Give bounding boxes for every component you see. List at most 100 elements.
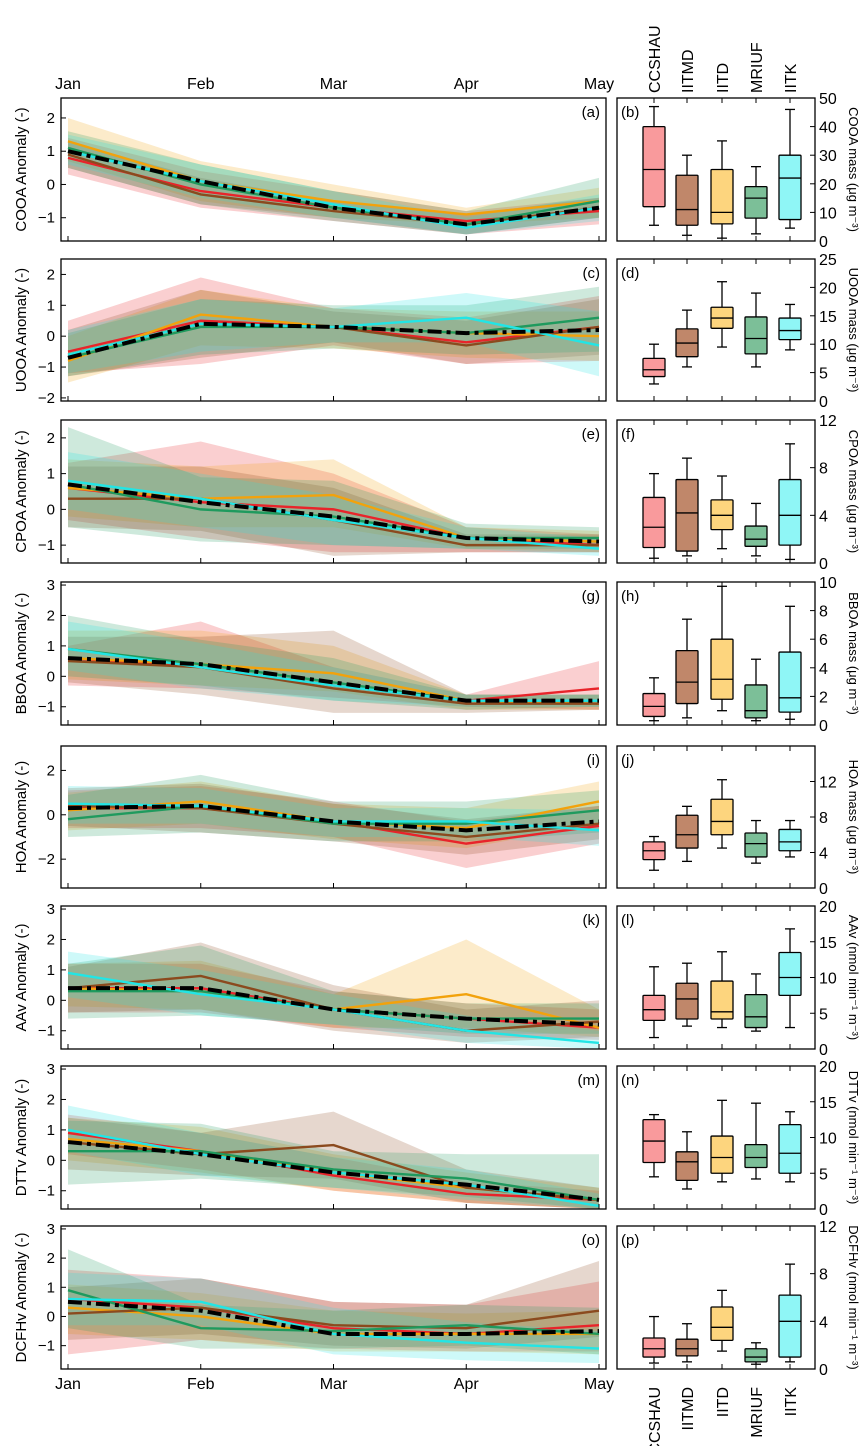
- box-panel-b: 0 10 20 30 40 50 (b) COOA mass (μg m⁻³): [616, 91, 861, 251]
- box-iitmd: [675, 478, 699, 552]
- y-tick-label: 3: [47, 1221, 55, 1238]
- panel-letter: (m): [578, 1072, 601, 1089]
- y-tick-label: 5: [819, 366, 828, 383]
- y-axis-label: HOA mass (μg m⁻³): [846, 760, 861, 875]
- y-tick-label: 8: [819, 810, 828, 827]
- band-mriuf: [68, 286, 599, 377]
- y-tick-label: −1: [38, 359, 55, 376]
- band-iitk: [68, 621, 599, 707]
- series-line-mriuf: [67, 1289, 600, 1336]
- y-tick-label: 0: [819, 556, 828, 573]
- box-panel-h: 0 2 4 6 8 10 (h) BBOA mass (μg m⁻³): [616, 575, 861, 735]
- month-label-bottom: Jan: [55, 1376, 81, 1393]
- box-iitk: [778, 317, 802, 341]
- y-tick-label: 12: [819, 1219, 837, 1236]
- y-tick-label: 0: [819, 234, 828, 251]
- band-ccshau: [68, 963, 599, 1040]
- box-ccshau: [642, 692, 666, 718]
- box-ccshau: [642, 1337, 666, 1358]
- box-iitk: [778, 478, 802, 546]
- y-tick-label: 4: [819, 508, 828, 525]
- box-panel-p: 0 4 8 12 (p) DCFHv (nmol min⁻¹ m⁻³): [616, 1219, 861, 1379]
- band-ccshau: [68, 441, 599, 553]
- panel-letter: (p): [621, 1232, 639, 1249]
- month-label-bottom: Apr: [454, 1376, 480, 1393]
- box-panel-f: 0 4 8 12 (f) CPOA mass (μg m⁻³): [616, 413, 861, 573]
- site-label-top: IITD: [715, 63, 732, 93]
- band-mriuf: [68, 615, 599, 710]
- y-tick-label: 20: [819, 1059, 837, 1076]
- y-tick-label: 3: [47, 901, 55, 918]
- site-label-top: IITMD: [680, 49, 697, 93]
- y-tick-label: −2: [38, 390, 55, 407]
- panel-letter: (l): [621, 912, 634, 929]
- month-label-top: May: [584, 76, 614, 93]
- y-tick-label: 8: [819, 1267, 828, 1284]
- y-tick-label: −1: [38, 699, 55, 716]
- panel-letter: (i): [587, 752, 600, 769]
- mean-line: [67, 1299, 600, 1336]
- box-mriuf: [744, 1144, 768, 1169]
- y-tick-label: 40: [819, 120, 837, 137]
- month-label-top: Apr: [454, 76, 480, 93]
- box-mriuf: [744, 684, 768, 719]
- y-tick-label: 0: [819, 1042, 828, 1059]
- panel-letter: (j): [621, 752, 634, 769]
- y-tick-label: 3: [47, 577, 55, 594]
- series-line-iitmd: [67, 659, 599, 705]
- y-tick-label: 10: [819, 337, 837, 354]
- y-tick-label: 0: [47, 1152, 55, 1169]
- y-tick-label: 2: [819, 689, 828, 706]
- box-iitmd: [675, 814, 699, 849]
- box-mriuf: [744, 525, 768, 547]
- mean-line: [67, 656, 599, 703]
- month-label-top: Mar: [320, 76, 348, 93]
- box-ccshau: [642, 125, 666, 208]
- y-tick-label: 20: [819, 899, 837, 916]
- y-tick-label: 10: [819, 971, 837, 988]
- series-line-iitk: [67, 1297, 600, 1350]
- y-tick-label: 20: [819, 280, 837, 297]
- site-label-bottom: IITK: [783, 1387, 800, 1417]
- panel-letter: (c): [583, 265, 601, 282]
- series-line-iitk: [67, 1128, 600, 1208]
- y-tick-label: 2: [47, 931, 55, 948]
- y-tick-label: 2: [47, 110, 55, 127]
- box-ccshau: [642, 496, 666, 549]
- y-axis-label: AAv (nmol min⁻¹ m⁻³): [846, 915, 861, 1040]
- y-tick-label: 1: [47, 962, 55, 979]
- box-iitmd: [675, 174, 699, 226]
- month-label-top: Jan: [55, 76, 81, 93]
- y-tick-label: 0: [819, 1362, 828, 1379]
- mean-line: [67, 1140, 600, 1202]
- y-tick-label: 50: [819, 91, 837, 108]
- band-iitk: [68, 452, 599, 556]
- panel-letter: (o): [582, 1232, 600, 1249]
- y-axis-label: DCFHv Anomaly (-): [13, 1232, 30, 1362]
- box-iitd: [710, 638, 734, 700]
- y-tick-label: 10: [819, 1131, 837, 1148]
- mean-line: [67, 482, 600, 544]
- series-line-iitk: [67, 479, 600, 550]
- y-tick-label: −2: [38, 851, 55, 868]
- y-tick-label: 10: [819, 575, 837, 592]
- y-tick-label: 0: [47, 668, 55, 685]
- panel-letter: (n): [621, 1072, 639, 1089]
- band-mriuf: [68, 131, 599, 235]
- y-axis-label: CPOA Anomaly (-): [13, 430, 30, 553]
- y-tick-label: −1: [38, 537, 55, 554]
- y-tick-label: 2: [47, 1091, 55, 1108]
- y-tick-label: 25: [819, 252, 837, 269]
- plot-frame: [616, 97, 816, 242]
- series-line-mriuf: [67, 804, 600, 825]
- box-panel-l: 0 5 10 15 20 (l) AAv (nmol min⁻¹ m⁻³): [616, 899, 861, 1059]
- y-tick-label: 5: [819, 1166, 828, 1183]
- anomaly-panel-m: −1 0 1 2 3 (m) DTTv Anomaly (-): [13, 1061, 607, 1210]
- series-line-ccshau: [67, 1297, 600, 1336]
- y-tick-label: 15: [819, 1095, 837, 1112]
- y-axis-label: UOOA Anomaly (-): [13, 268, 30, 392]
- box-iitk: [778, 1294, 802, 1358]
- box-iitd: [710, 1306, 734, 1342]
- y-tick-label: 6: [819, 632, 828, 649]
